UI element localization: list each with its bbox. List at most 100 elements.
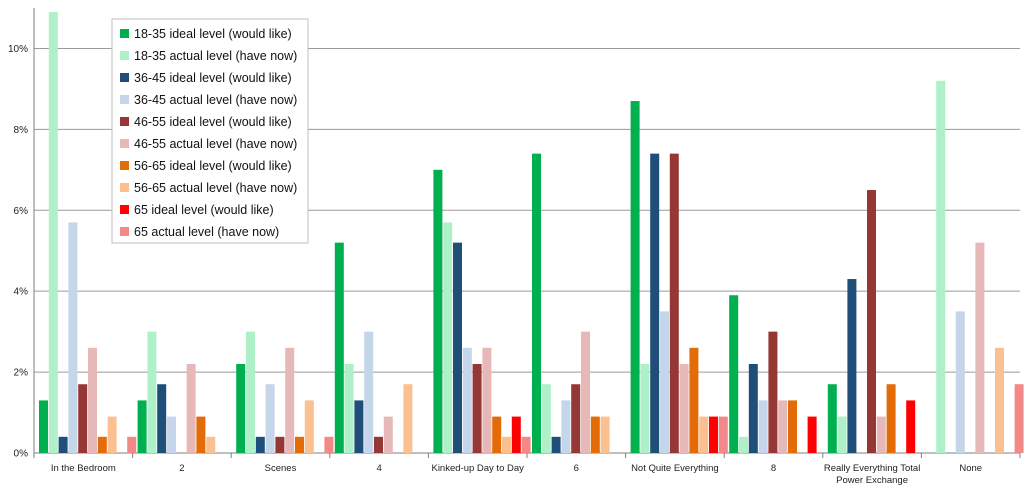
bar [561,400,571,453]
bar [521,436,531,453]
bar [758,400,768,453]
bar [876,416,886,453]
bar [867,190,876,453]
bar [443,222,453,453]
legend-label: 65 ideal level (would like) [134,203,274,217]
bar [127,436,137,453]
bar [374,436,383,453]
legend-swatch [120,51,129,60]
x-tick-label: Kinked-up Day to Day [431,463,524,474]
bar [354,400,364,453]
bar [590,416,600,453]
bar [669,153,679,454]
bar [975,242,985,453]
bar [906,400,916,453]
x-tick-label: 6 [574,463,579,474]
bar [304,400,314,453]
y-tick-label: 2% [14,368,29,379]
bar [532,153,541,454]
bar [955,311,965,453]
bar [88,347,97,453]
bar [581,331,590,453]
bar [699,416,709,453]
bar [462,347,472,453]
x-tick-label: 4 [376,463,381,474]
bar [837,416,847,453]
bar [196,416,206,453]
bar [650,153,660,454]
x-tick-label: None [959,463,982,474]
legend-box [111,18,309,244]
bar [541,384,551,453]
bar [246,331,255,453]
legend-label: 65 actual level (have now) [134,225,279,239]
legend-swatch [120,227,129,236]
bar [78,384,88,453]
bar [334,242,344,453]
legend-label: 56-65 ideal level (would like) [134,159,292,173]
y-tick-label: 0% [14,449,29,460]
bar [807,416,817,453]
bar [709,416,718,453]
bar [492,416,502,453]
y-tick-label: 8% [14,125,29,136]
bar [39,400,48,453]
bar [255,436,265,453]
bar [453,242,462,453]
bar [58,436,68,453]
bar [167,416,176,453]
bar [1014,384,1024,453]
y-tick-label: 10% [8,44,28,55]
legend-swatch [120,205,129,214]
bar [788,400,797,453]
y-tick-label: 6% [14,206,29,217]
bar [295,436,304,453]
bar [660,311,669,453]
x-tick-label: 2 [179,463,184,474]
y-tick-label: 4% [14,287,29,298]
legend-label: 18-35 actual level (have now) [134,49,297,63]
bar [48,12,58,454]
bar [482,347,492,453]
bar [147,331,157,453]
legend-swatch [120,117,129,126]
bar [748,364,758,453]
bar [285,347,295,453]
bar [630,101,640,453]
bar [679,364,689,453]
y-tick-labels: 0% 2% 4% 6% 8% 10% [8,44,28,460]
bar [472,364,482,453]
bar [511,416,521,453]
legend-swatch [120,95,129,104]
bar [571,384,581,453]
bar [97,436,107,453]
bar [778,400,788,453]
bar [157,384,167,453]
legend-swatch [120,161,129,170]
bar [827,384,837,453]
bar [739,436,748,453]
bar [364,331,374,453]
bar [768,331,778,453]
bar [137,400,147,453]
x-tick-label: Really Everything Total [824,463,920,474]
legend-label: 46-55 actual level (have now) [134,137,297,151]
bars [39,12,1024,454]
bar [265,384,275,453]
bar [718,416,728,453]
legend: 18-35 ideal level (would like) 18-35 actu… [111,18,309,244]
bar [640,364,650,453]
legend-label: 56-65 actual level (have now) [134,181,297,195]
bar [433,169,443,453]
bar [936,80,946,454]
legend-swatch [120,139,129,148]
bar [995,347,1004,453]
x-tick-labels: In the Bedroom 2 Scenes 4 Kinked-up Day to D… [51,463,982,486]
bar [729,295,739,453]
legend-label: 46-55 ideal level (would like) [134,115,292,129]
bar [886,384,896,453]
bar [275,436,285,453]
bar [107,416,117,453]
legend-label: 36-45 actual level (have now) [134,93,297,107]
